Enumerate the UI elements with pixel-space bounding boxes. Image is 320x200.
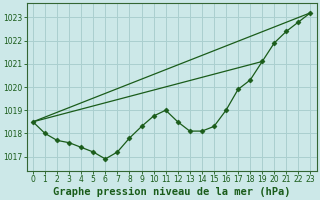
X-axis label: Graphe pression niveau de la mer (hPa): Graphe pression niveau de la mer (hPa) [53, 186, 291, 197]
